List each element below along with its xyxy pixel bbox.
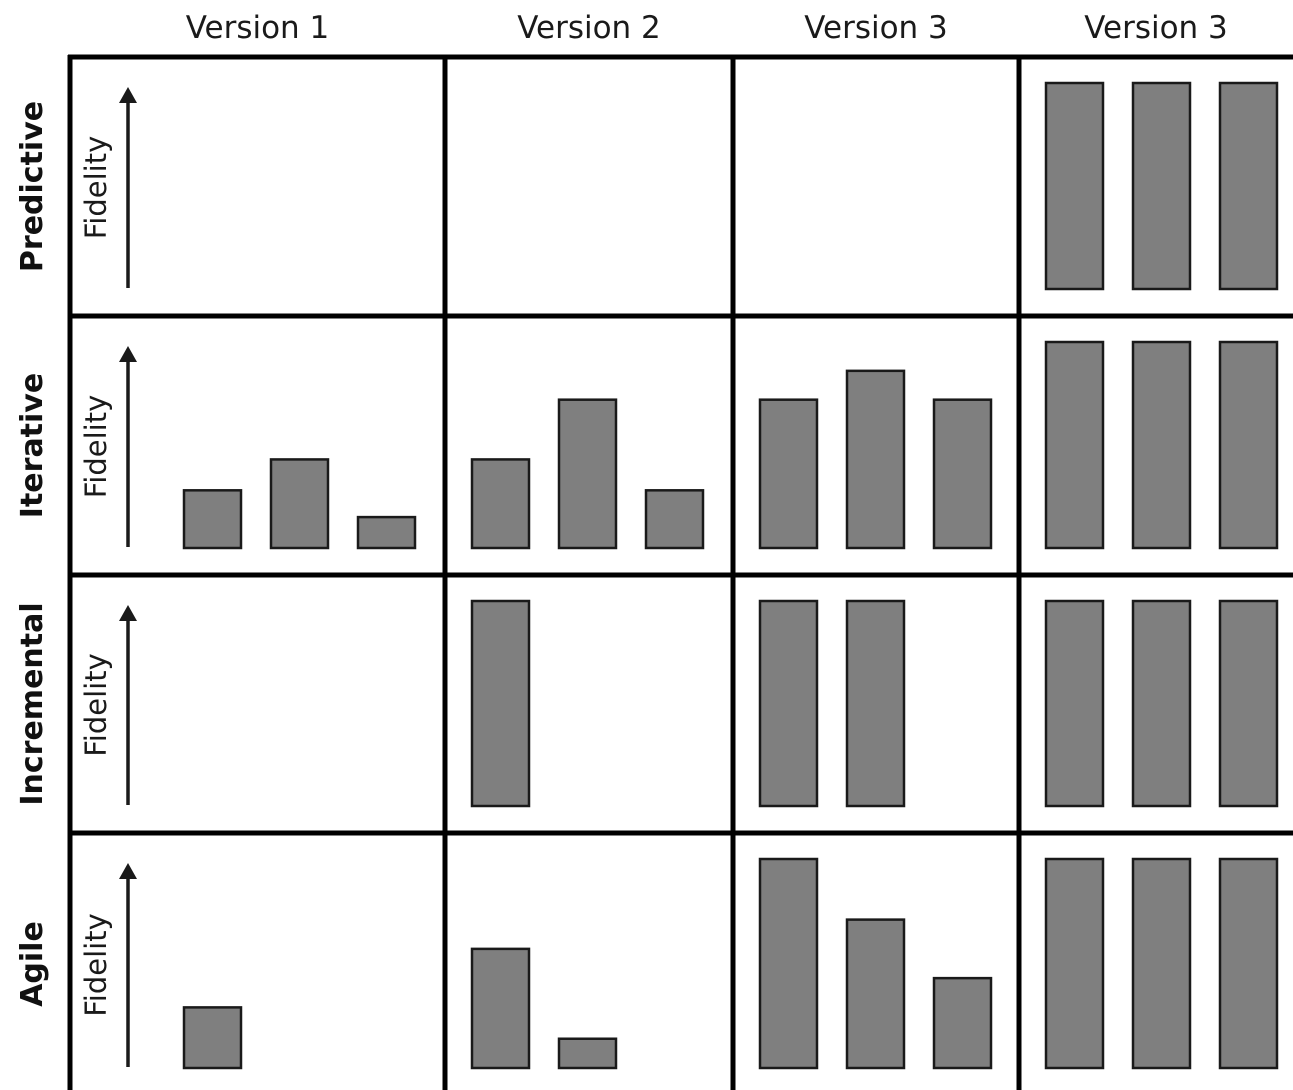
bar-iterative-col2-3	[644, 489, 705, 550]
column-header-4: Version 3	[1084, 10, 1228, 46]
fidelity-arrow-head-icon	[119, 605, 137, 621]
bar-predictive-col4-2	[1131, 81, 1192, 291]
bar-iterative-col2-1	[470, 458, 531, 550]
bar-incremental-col4-2	[1131, 599, 1192, 808]
bar-iterative-col1-3	[356, 515, 417, 550]
bar-iterative-col3-2	[845, 369, 906, 550]
fidelity-arrow-head-icon	[119, 87, 137, 103]
fidelity-axis-label: Fidelity	[79, 653, 113, 757]
bar-iterative-col1-1	[182, 489, 243, 550]
bar-agile-col3-2	[845, 918, 906, 1070]
row-header-iterative: Iterative	[15, 373, 50, 518]
bar-agile-col4-2	[1131, 857, 1192, 1070]
bar-agile-col2-1	[470, 947, 531, 1070]
bar-incremental-col3-1	[758, 599, 819, 808]
row-header-agile: Agile	[15, 921, 50, 1007]
bar-predictive-col4-3	[1218, 81, 1279, 291]
bar-agile-col3-1	[758, 857, 819, 1070]
bar-predictive-col4-1	[1044, 81, 1105, 291]
grid-lines	[67, 54, 1293, 1090]
bar-incremental-col3-2	[845, 599, 906, 808]
column-header-1: Version 1	[186, 10, 330, 46]
bar-agile-col4-3	[1218, 857, 1279, 1070]
fidelity-axis-label: Fidelity	[79, 395, 113, 499]
bar-iterative-col4-2	[1131, 340, 1192, 550]
bar-iterative-col4-3	[1218, 340, 1279, 550]
bar-agile-col3-3	[932, 976, 993, 1070]
bar-agile-col2-2	[557, 1037, 618, 1070]
bar-iterative-col2-2	[557, 398, 618, 550]
fidelity-axis-label: Fidelity	[79, 913, 113, 1017]
bar-agile-col4-1	[1044, 857, 1105, 1070]
fidelity-axis-label: Fidelity	[79, 136, 113, 240]
row-headers: Predictive Iterative Incremental Agile	[15, 101, 50, 1007]
bar-iterative-col1-2	[269, 458, 330, 550]
bar-iterative-col3-1	[758, 398, 819, 550]
row-header-predictive: Predictive	[15, 101, 50, 272]
diagram-cells: Fidelity Fidelity Fidelity Fidelity	[79, 81, 1279, 1070]
column-headers: Version 1 Version 2 Version 3 Version 3	[186, 10, 1228, 46]
fidelity-arrow-head-icon	[119, 346, 137, 362]
column-header-3: Version 3	[804, 10, 948, 46]
fidelity-arrow-head-icon	[119, 863, 137, 879]
row-header-incremental: Incremental	[15, 602, 50, 805]
bar-iterative-col3-3	[932, 398, 993, 550]
bar-agile-col1-1	[182, 1006, 243, 1070]
bar-incremental-col4-3	[1218, 599, 1279, 808]
column-header-2: Version 2	[517, 10, 661, 46]
bar-incremental-col4-1	[1044, 599, 1105, 808]
bar-incremental-col2-1	[470, 599, 531, 808]
bar-iterative-col4-1	[1044, 340, 1105, 550]
